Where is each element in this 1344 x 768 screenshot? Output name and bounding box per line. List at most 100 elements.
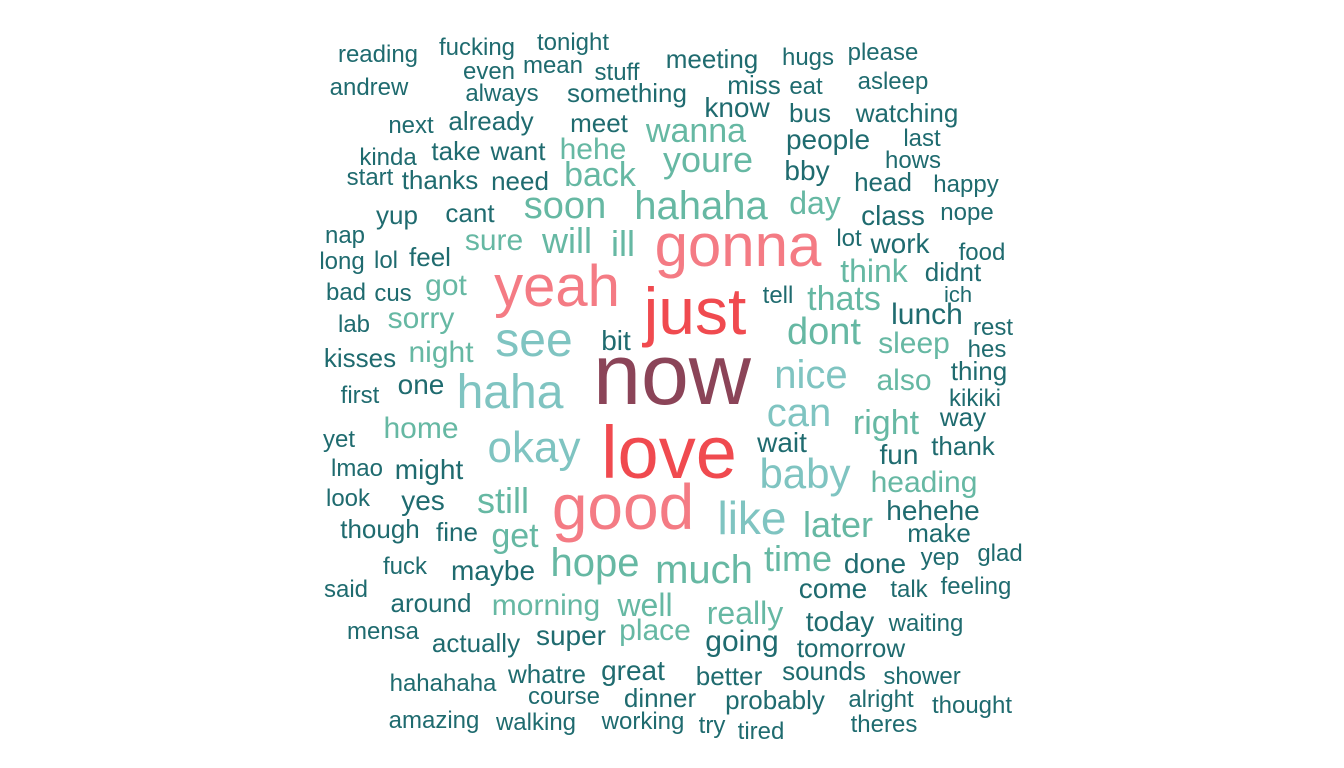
word-bit: bit bbox=[601, 325, 631, 356]
word-bus: bus bbox=[789, 98, 831, 128]
word-want: want bbox=[490, 136, 547, 166]
word-rest: rest bbox=[973, 314, 1013, 341]
word-try: try bbox=[699, 712, 726, 739]
word-make: make bbox=[907, 518, 971, 548]
word-great: great bbox=[601, 655, 665, 686]
word-even: even bbox=[463, 58, 515, 85]
word-baby: baby bbox=[759, 450, 850, 497]
word-though: though bbox=[340, 514, 420, 544]
word-shower: shower bbox=[883, 663, 960, 690]
word-also: also bbox=[876, 364, 931, 397]
word-sounds: sounds bbox=[782, 656, 866, 686]
word-super: super bbox=[536, 620, 606, 651]
word-love: love bbox=[601, 411, 737, 494]
word-hahahaha: hahahaha bbox=[390, 670, 497, 697]
word-working: working bbox=[601, 708, 685, 735]
word-head: head bbox=[854, 167, 912, 197]
word-around: around bbox=[391, 588, 472, 618]
word-miss: miss bbox=[727, 70, 780, 100]
word-probably: probably bbox=[725, 685, 825, 715]
word-place: place bbox=[619, 614, 691, 647]
word-need: need bbox=[491, 166, 549, 196]
word-sleep: sleep bbox=[878, 327, 950, 360]
word-cus: cus bbox=[374, 280, 411, 307]
word-youre: youre bbox=[663, 139, 753, 180]
word-thought: thought bbox=[932, 692, 1012, 719]
word-maybe: maybe bbox=[451, 555, 535, 586]
word-kisses: kisses bbox=[324, 343, 396, 373]
word-good: good bbox=[552, 471, 694, 543]
word-dont: dont bbox=[787, 311, 861, 353]
word-going: going bbox=[705, 625, 778, 658]
word-food: food bbox=[959, 239, 1006, 266]
word-class: class bbox=[861, 200, 925, 231]
word-didnt: didnt bbox=[925, 257, 982, 287]
word-hope: hope bbox=[551, 541, 640, 585]
word-hehehe: hehehe bbox=[886, 495, 979, 526]
word-last: last bbox=[903, 125, 941, 152]
word-soon: soon bbox=[524, 185, 606, 227]
word-yup: yup bbox=[376, 200, 418, 230]
word-nap: nap bbox=[325, 222, 365, 249]
word-andrew: andrew bbox=[330, 74, 409, 101]
word-hows: hows bbox=[885, 147, 941, 174]
word-thanks: thanks bbox=[402, 165, 479, 195]
word-actually: actually bbox=[432, 628, 520, 658]
word-lol: lol bbox=[374, 247, 398, 274]
word-hahaha: hahaha bbox=[634, 184, 768, 228]
word-eat: eat bbox=[789, 73, 823, 100]
word-nice: nice bbox=[774, 353, 847, 397]
word-start: start bbox=[347, 164, 394, 191]
word-work: work bbox=[869, 228, 930, 259]
word-right: right bbox=[853, 404, 920, 442]
word-hes: hes bbox=[968, 336, 1007, 363]
word-got: got bbox=[425, 269, 467, 302]
word-bby: bby bbox=[784, 155, 829, 186]
word-back: back bbox=[564, 156, 637, 194]
word-home: home bbox=[383, 412, 458, 445]
word-tonight: tonight bbox=[537, 29, 609, 56]
word-haha: haha bbox=[457, 366, 564, 419]
word-lab: lab bbox=[338, 311, 370, 338]
word-night: night bbox=[408, 336, 474, 369]
word-sorry: sorry bbox=[388, 302, 455, 335]
word-asleep: asleep bbox=[858, 68, 929, 95]
word-feel: feel bbox=[409, 242, 451, 272]
word-said: said bbox=[324, 576, 368, 603]
word-stuff: stuff bbox=[595, 59, 640, 86]
word-mensa: mensa bbox=[347, 618, 420, 645]
word-fun: fun bbox=[880, 439, 919, 470]
word-really: really bbox=[707, 595, 783, 631]
word-talk: talk bbox=[890, 576, 928, 603]
word-next: next bbox=[388, 112, 434, 139]
word-course: course bbox=[528, 683, 600, 710]
word-meeting: meeting bbox=[666, 44, 759, 74]
word-wanna: wanna bbox=[645, 112, 746, 150]
word-thing: thing bbox=[951, 356, 1007, 386]
word-yet: yet bbox=[323, 426, 355, 453]
word-think: think bbox=[840, 253, 909, 289]
word-already: already bbox=[448, 106, 533, 136]
word-dinner: dinner bbox=[624, 683, 697, 713]
word-cant: cant bbox=[445, 198, 495, 228]
word-later: later bbox=[803, 504, 873, 545]
word-tomorrow: tomorrow bbox=[797, 633, 906, 663]
word-morning: morning bbox=[492, 589, 600, 622]
word-happy: happy bbox=[933, 171, 998, 198]
word-something: something bbox=[567, 78, 687, 108]
word-amazing: amazing bbox=[389, 707, 480, 734]
word-theres: theres bbox=[851, 711, 918, 738]
word-know: know bbox=[704, 92, 770, 123]
word-always: always bbox=[465, 80, 538, 107]
word-people: people bbox=[786, 124, 870, 155]
word-like: like bbox=[717, 492, 786, 544]
word-feeling: feeling bbox=[941, 573, 1012, 600]
word-please: please bbox=[848, 39, 919, 66]
word-yes: yes bbox=[401, 485, 445, 516]
word-done: done bbox=[844, 548, 906, 579]
word-heading: heading bbox=[871, 466, 978, 499]
word-see: see bbox=[495, 314, 572, 367]
word-yeah: yeah bbox=[494, 254, 620, 319]
word-hehe: hehe bbox=[560, 133, 627, 166]
